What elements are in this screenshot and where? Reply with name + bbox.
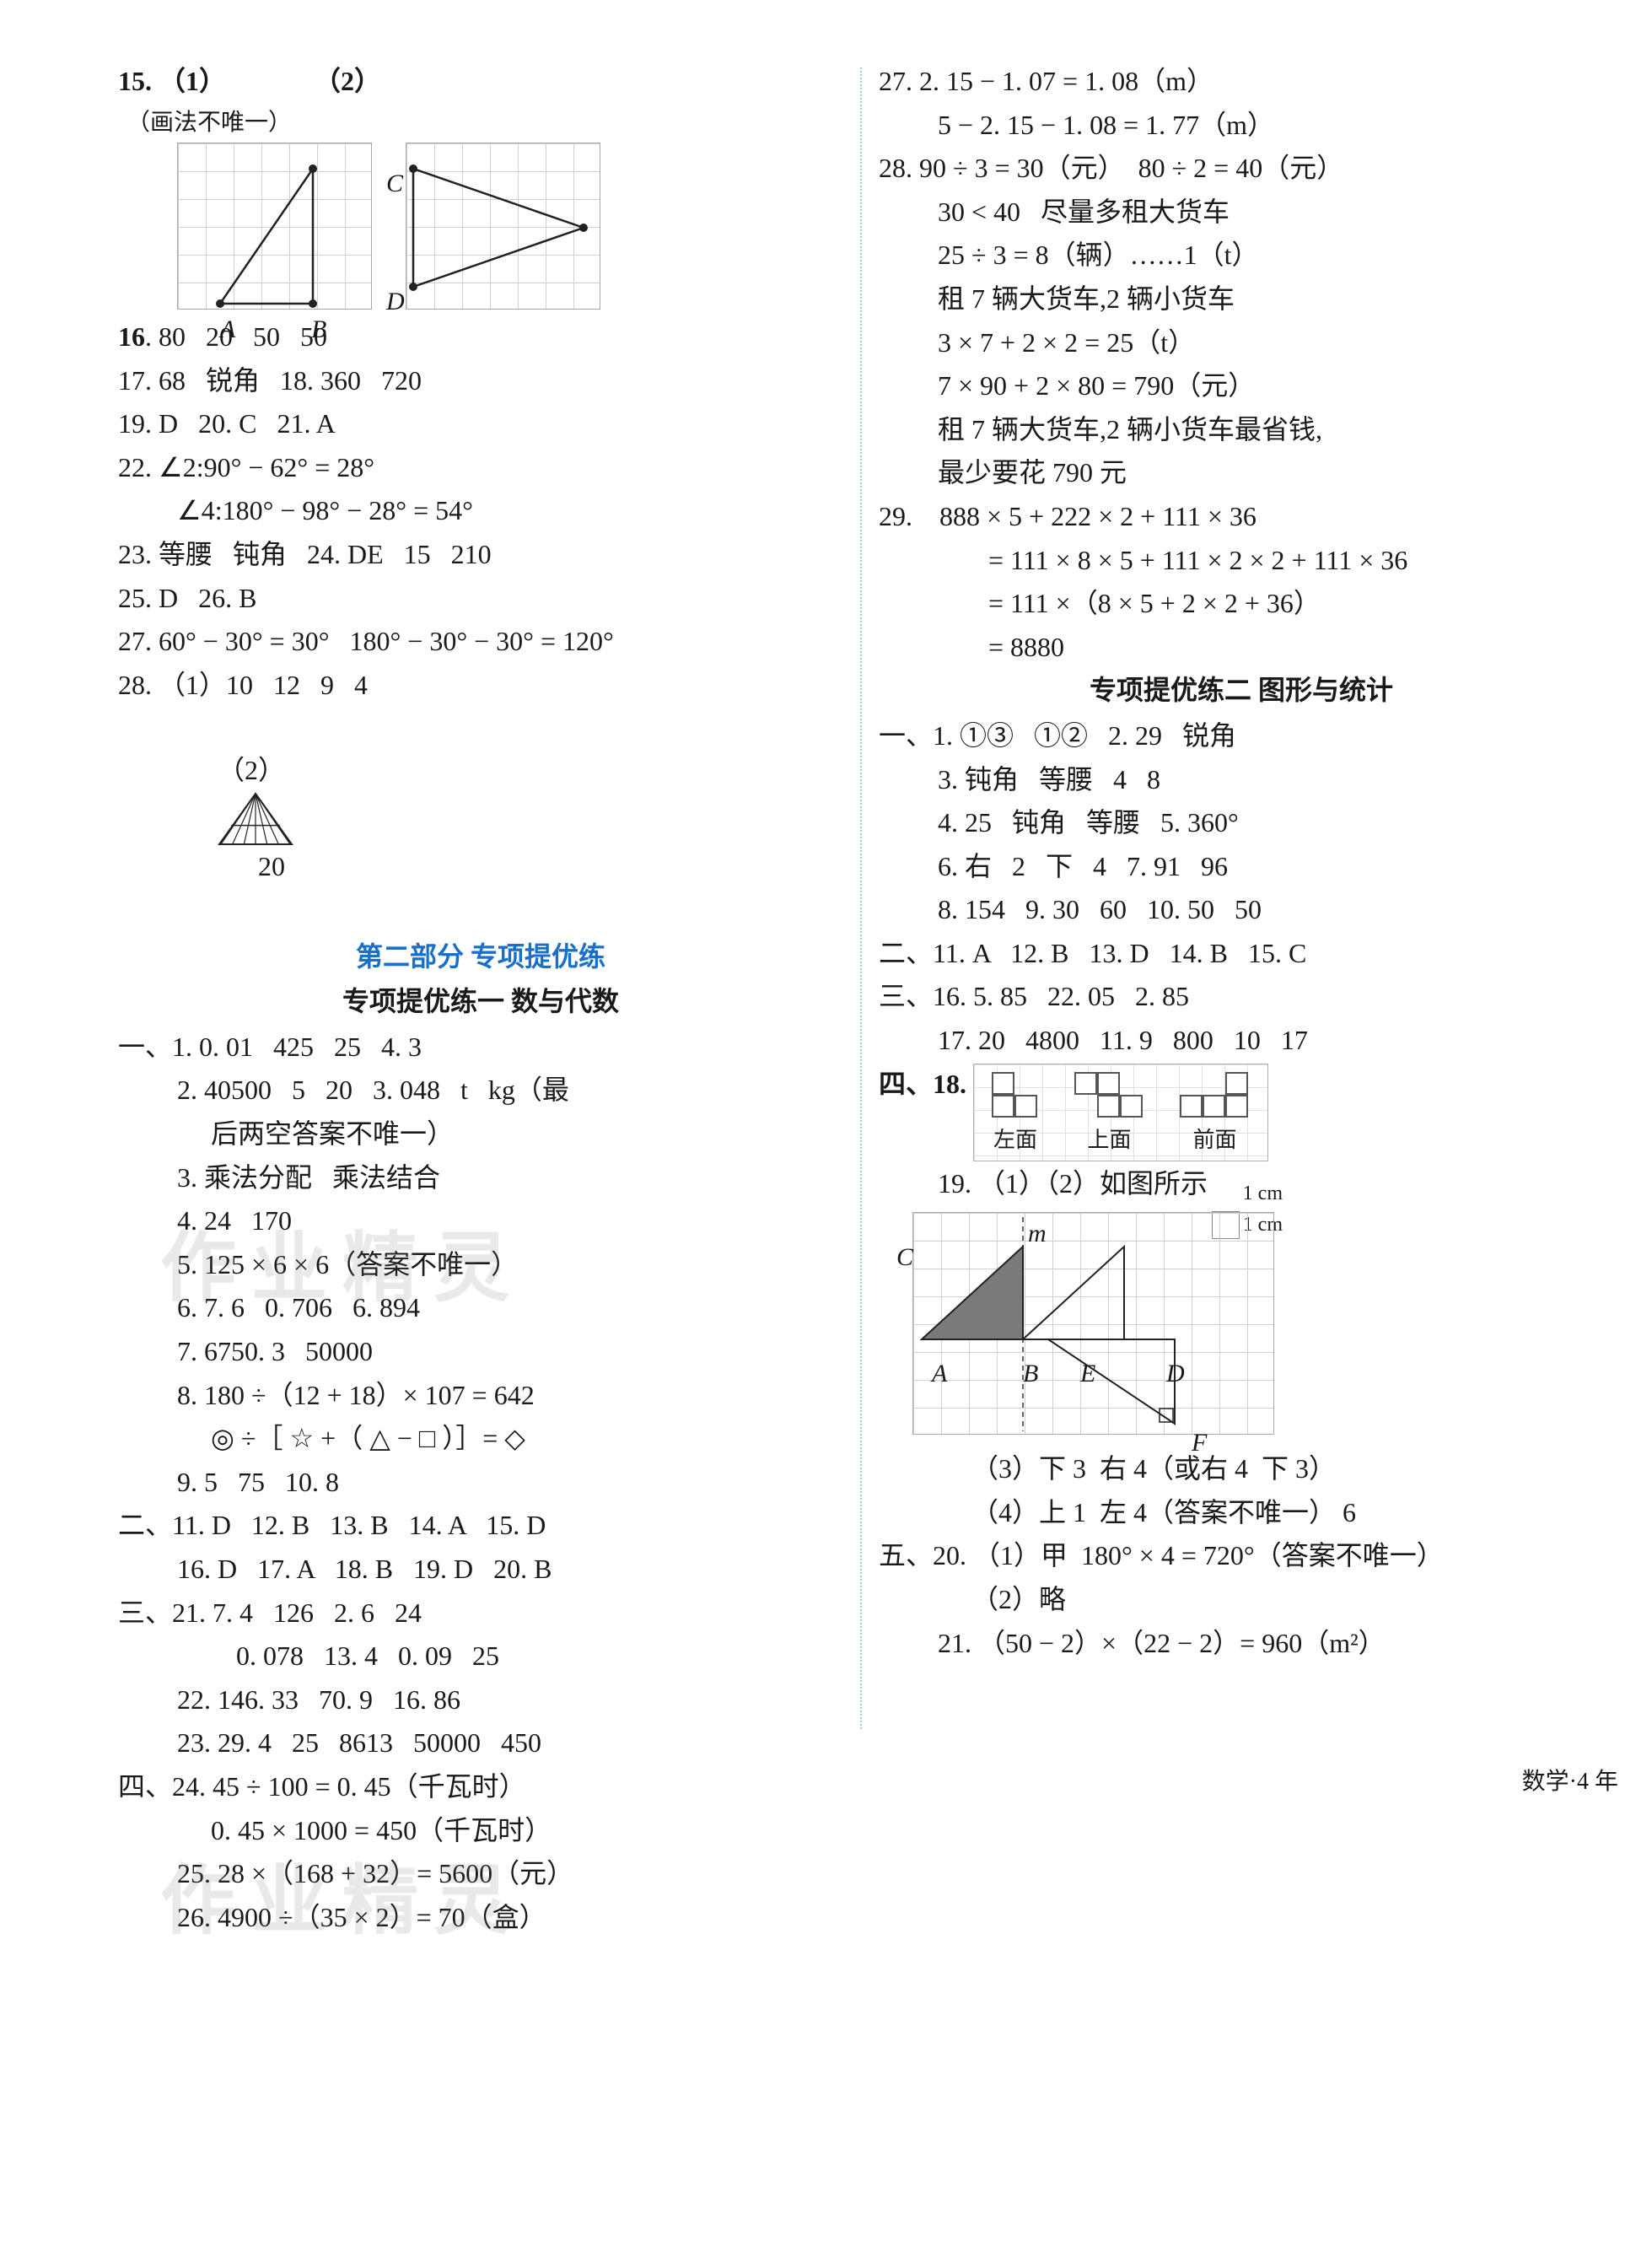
- section-2-title: 第二部分 专项提优练: [118, 936, 843, 978]
- fig-19: 1 cm 1 cm mCABEDF: [912, 1212, 1274, 1435]
- s1-2a: 2. 40500 5 20 3. 048 t kg（最: [118, 1069, 843, 1112]
- q17: 17. 68 锐角 18. 360 720: [118, 360, 843, 402]
- r28h: 最少要花 790 元: [879, 452, 1604, 494]
- r29a: 29. 888 × 5 + 222 × 2 + 111 × 36: [879, 496, 1604, 538]
- t3a: 三、16. 5. 85 22. 05 2. 85: [879, 976, 1604, 1018]
- t5-20a: 五、20. （1）甲 180° × 4 = 720°（答案不唯一）: [879, 1535, 1604, 1577]
- fan-triangle-icon: [218, 792, 293, 846]
- s1-1: 一、1. 0. 01 425 25 4. 3: [118, 1026, 843, 1069]
- t1-1: 一、1. ①③ ①② 2. 29 锐角: [879, 715, 1604, 757]
- fig19-grid: mCABEDF: [912, 1212, 1274, 1435]
- s1-5: 5. 125 × 6 × 6（答案不唯一）: [118, 1244, 843, 1286]
- s4-24a: 四、24. 45 ÷ 100 = 0. 45（千瓦时）: [118, 1766, 843, 1808]
- q22a: 22. ∠2:90° − 62° = 28°: [118, 447, 843, 489]
- t5-21: 21. （50 − 2）×（22 − 2）= 960（m²）: [879, 1623, 1604, 1665]
- r29c: = 111 ×（8 × 5 + 2 × 2 + 36）: [879, 583, 1604, 625]
- r27b: 5 − 2. 15 − 1. 08 = 1. 77（m）: [879, 105, 1604, 147]
- s2b: 16. D 17. A 18. B 19. D 20. B: [118, 1549, 843, 1591]
- q15-caption: （画法不唯一）: [118, 105, 843, 141]
- t1-4: 4. 25 钝角 等腰 5. 360°: [879, 802, 1604, 844]
- t2: 二、11. A 12. B 13. D 14. B 15. C: [879, 933, 1604, 975]
- grid-1: AB: [177, 143, 372, 310]
- r27a: 27. 2. 15 − 1. 07 = 1. 08（m）: [879, 61, 1604, 103]
- s4-26: 26. 4900 ÷（35 × 2）= 70（盒）: [118, 1897, 843, 1939]
- r28d: 租 7 辆大货车,2 辆小货车: [879, 278, 1604, 321]
- s1-7: 7. 6750. 3 50000: [118, 1331, 843, 1373]
- s1-4: 4. 24 170: [118, 1200, 843, 1242]
- grid-2: CD: [406, 143, 600, 310]
- q28a: 28. （1）10 12 9 4: [118, 665, 843, 707]
- s1-9: 9. 5 75 10. 8: [118, 1462, 843, 1504]
- s1-8b: ◎ ÷［ ☆ +（ △ − □ ）］= ◇: [118, 1418, 843, 1460]
- q27: 27. 60° − 30° = 30° 180° − 30° − 30° = 1…: [118, 621, 843, 663]
- t4-18: 四、18. 左面上面前面: [879, 1064, 1604, 1161]
- page-footer: 数学·4 年: [1522, 1763, 1618, 1797]
- s4-25: 25. 28 ×（168 + 32）= 5600（元）: [118, 1853, 843, 1895]
- s2: 二、11. D 12. B 13. B 14. A 15. D: [118, 1505, 843, 1547]
- section-2-sub: 专项提优练一 数与代数: [118, 981, 843, 1023]
- r28f: 7 × 90 + 2 × 80 = 790（元）: [879, 365, 1604, 407]
- r28b: 30 < 40 尽量多租大货车: [879, 191, 1604, 234]
- s3a: 三、21. 7. 4 126 2. 6 24: [118, 1592, 843, 1635]
- t19-3: （3）下 3 右 4（或右 4 下 3）: [879, 1448, 1604, 1490]
- r28a: 28. 90 ÷ 3 = 30（元） 80 ÷ 2 = 40（元）: [879, 148, 1604, 190]
- t5-20b: （2）略: [879, 1579, 1604, 1621]
- q22b: ∠4:180° − 98° − 28° = 54°: [118, 490, 843, 532]
- t1-6: 6. 右 2 下 4 7. 91 96: [879, 846, 1604, 888]
- r29d: = 8880: [879, 627, 1604, 669]
- s3-22: 22. 146. 33 70. 9 16. 86: [118, 1679, 843, 1721]
- s1-6: 6. 7. 6 0. 706 6. 894: [118, 1287, 843, 1329]
- s3-23: 23. 29. 4 25 8613 50000 450: [118, 1722, 843, 1764]
- q19: 19. D 20. C 21. A: [118, 403, 843, 445]
- section-right-title: 专项提优练二 图形与统计: [879, 670, 1604, 712]
- q25: 25. D 26. B: [118, 578, 843, 620]
- r29b: = 111 × 8 × 5 + 111 × 2 × 2 + 111 × 36: [879, 540, 1604, 582]
- three-views: 左面上面前面: [973, 1064, 1268, 1161]
- q15-figures: AB CD: [118, 143, 843, 310]
- t1-8: 8. 154 9. 30 60 10. 50 50: [879, 889, 1604, 931]
- s4-24b: 0. 45 × 1000 = 450（千瓦时）: [118, 1810, 843, 1852]
- s3b: 0. 078 13. 4 0. 09 25: [118, 1635, 843, 1678]
- r28e: 3 × 7 + 2 × 2 = 25（t）: [879, 322, 1604, 364]
- s1-3: 3. 乘法分配 乘法结合: [118, 1157, 843, 1199]
- t19-4: （4）上 1 左 4（答案不唯一） 6: [879, 1492, 1604, 1534]
- r28c: 25 ÷ 3 = 8（辆）……1（t）: [879, 234, 1604, 277]
- t1-3: 3. 钝角 等腰 4 8: [879, 759, 1604, 801]
- s1-8a: 8. 180 ÷（12 + 18）× 107 = 642: [118, 1375, 843, 1417]
- q23: 23. 等腰 钝角 24. DE 15 210: [118, 534, 843, 576]
- r28g: 租 7 辆大货车,2 辆小货车最省钱,: [879, 409, 1604, 451]
- s1-2b: 后两空答案不唯一）: [118, 1113, 843, 1156]
- q28b: （2） 20: [118, 708, 843, 929]
- q15-header: 15. （1） （2）: [118, 61, 843, 103]
- t3b: 17. 20 4800 11. 9 800 10 17: [879, 1020, 1604, 1062]
